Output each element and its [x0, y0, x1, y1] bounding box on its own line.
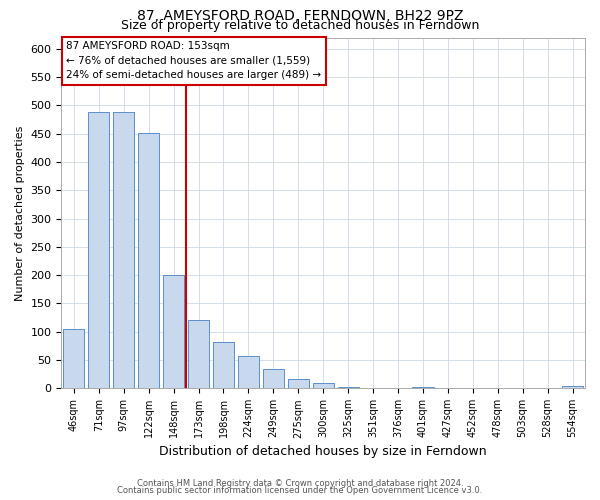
Bar: [412, 386, 434, 388]
Y-axis label: Number of detached properties: Number of detached properties: [15, 125, 25, 300]
Bar: [238, 356, 259, 388]
Bar: [63, 329, 85, 388]
Bar: [338, 386, 359, 388]
Bar: [88, 112, 109, 388]
Bar: [313, 382, 334, 388]
Text: Contains HM Land Registry data © Crown copyright and database right 2024.: Contains HM Land Registry data © Crown c…: [137, 478, 463, 488]
Bar: [213, 342, 234, 388]
X-axis label: Distribution of detached houses by size in Ferndown: Distribution of detached houses by size …: [160, 444, 487, 458]
Text: 87 AMEYSFORD ROAD: 153sqm
← 76% of detached houses are smaller (1,559)
24% of se: 87 AMEYSFORD ROAD: 153sqm ← 76% of detac…: [67, 41, 322, 80]
Bar: [562, 386, 583, 388]
Bar: [163, 275, 184, 388]
Bar: [287, 380, 309, 388]
Text: Size of property relative to detached houses in Ferndown: Size of property relative to detached ho…: [121, 19, 479, 32]
Bar: [188, 320, 209, 388]
Bar: [263, 368, 284, 388]
Bar: [138, 132, 159, 388]
Bar: [113, 112, 134, 388]
Text: 87, AMEYSFORD ROAD, FERNDOWN, BH22 9PZ: 87, AMEYSFORD ROAD, FERNDOWN, BH22 9PZ: [137, 9, 463, 23]
Text: Contains public sector information licensed under the Open Government Licence v3: Contains public sector information licen…: [118, 486, 482, 495]
